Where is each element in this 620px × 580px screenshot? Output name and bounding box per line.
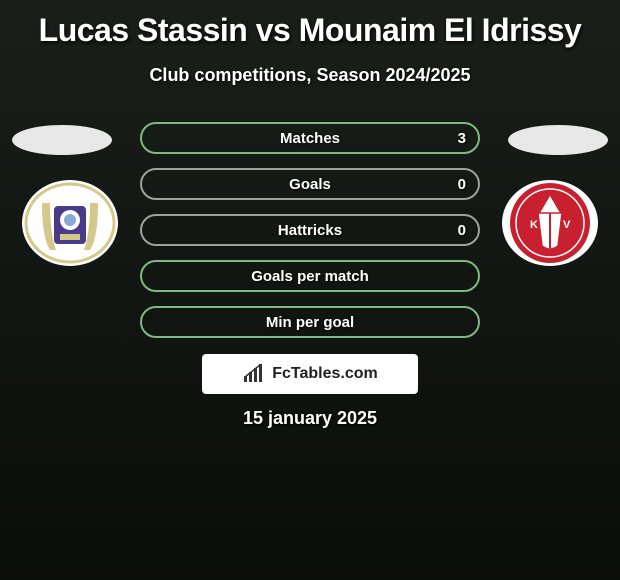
brand-badge: FcTables.com xyxy=(202,354,418,394)
date-text: 15 january 2025 xyxy=(0,408,620,429)
page-title: Lucas Stassin vs Mounaim El Idrissy xyxy=(0,0,620,49)
player-avatar-right xyxy=(508,125,608,155)
stat-label: Goals per match xyxy=(251,268,369,285)
stat-label: Goals xyxy=(289,176,331,193)
stat-label: Matches xyxy=(280,130,340,147)
stat-label: Min per goal xyxy=(266,314,354,331)
stat-value-right: 3 xyxy=(458,130,466,147)
stats-container: Matches 3 Goals 0 Hattricks 0 Goals per … xyxy=(140,122,480,352)
player-avatar-left xyxy=(12,125,112,155)
stat-value-right: 0 xyxy=(458,222,466,239)
subtitle: Club competitions, Season 2024/2025 xyxy=(0,65,620,86)
stat-row-matches: Matches 3 xyxy=(140,122,480,154)
club-badge-left xyxy=(20,178,120,268)
stat-value-right: 0 xyxy=(458,176,466,193)
stat-row-goals: Goals 0 xyxy=(140,168,480,200)
stat-label: Hattricks xyxy=(278,222,342,239)
stat-row-goals-per-match: Goals per match xyxy=(140,260,480,292)
svg-text:V: V xyxy=(563,219,571,231)
brand-text: FcTables.com xyxy=(272,365,378,383)
chart-icon xyxy=(242,364,266,384)
club-badge-right: K V xyxy=(500,178,600,268)
stat-row-hattricks: Hattricks 0 xyxy=(140,214,480,246)
svg-text:K: K xyxy=(530,219,538,231)
stat-row-min-per-goal: Min per goal xyxy=(140,306,480,338)
